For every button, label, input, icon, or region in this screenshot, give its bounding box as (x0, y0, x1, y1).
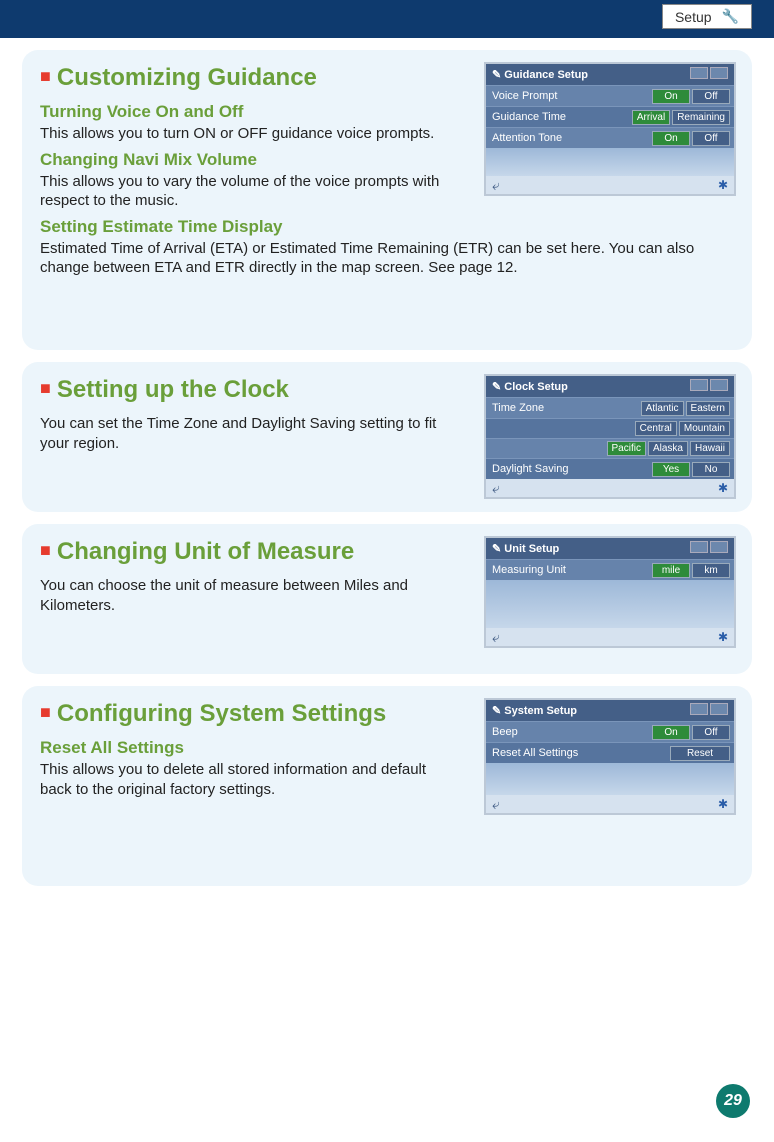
panel-title-text: Configuring System Settings (57, 700, 386, 727)
ss-footer: ⤶ ✱ (486, 628, 734, 646)
ss-option[interactable]: Eastern (686, 401, 730, 416)
body-text: You can choose the unit of measure betwe… (40, 576, 460, 615)
setup-tab[interactable]: Setup 🔧 (662, 4, 752, 29)
panel-title-text: Setting up the Clock (57, 376, 289, 403)
panel-title-text: Customizing Guidance (57, 64, 317, 91)
ss-header: ✎ System Setup (486, 700, 734, 721)
ss-option[interactable]: Off (692, 131, 730, 146)
ss-row: Central Mountain (486, 418, 734, 438)
bullet-icon: ■ (40, 378, 51, 398)
ss-label: Reset All Settings (490, 745, 668, 761)
body-text: This allows you to delete all stored inf… (40, 760, 460, 799)
bullet-icon: ■ (40, 702, 51, 722)
body-text: Estimated Time of Arrival (ETA) or Estim… (40, 239, 734, 278)
bluetooth-icon: ✱ (718, 630, 728, 644)
ss-label: Daylight Saving (490, 461, 650, 477)
ss-row: Daylight Saving Yes No (486, 458, 734, 479)
body-text: You can set the Time Zone and Daylight S… (40, 414, 460, 453)
ss-option[interactable]: mile (652, 563, 690, 578)
ss-label: Voice Prompt (490, 88, 650, 104)
screenshot-clock-setup: ✎ Clock Setup Time Zone Atlantic Eastern… (484, 374, 736, 499)
body-text: This allows you to vary the volume of th… (40, 172, 460, 211)
ss-title: ✎ Unit Setup (492, 542, 559, 555)
ss-label: Beep (490, 724, 650, 740)
panel-system: ■ Configuring System Settings Reset All S… (22, 686, 752, 886)
ss-option[interactable]: Arrival (632, 110, 670, 125)
bullet-icon: ■ (40, 66, 51, 86)
ss-label: Attention Tone (490, 130, 650, 146)
ss-option[interactable]: Central (635, 421, 677, 436)
bluetooth-icon: ✱ (718, 797, 728, 811)
ss-footer: ⤶ ✱ (486, 479, 734, 497)
ss-row: Guidance Time Arrival Remaining (486, 106, 734, 127)
ss-row: Reset All Settings Reset (486, 742, 734, 763)
panel-unit: ■ Changing Unit of Measure You can choose… (22, 524, 752, 674)
ss-option[interactable]: On (652, 131, 690, 146)
ss-option[interactable]: Yes (652, 462, 690, 477)
bullet-icon: ■ (40, 540, 51, 560)
panel-customizing-guidance: ■Customizing Guidance Turning Voice On a… (22, 50, 752, 350)
sub-title: Setting Estimate Time Display (40, 217, 734, 237)
ss-row: Pacific Alaska Hawaii (486, 438, 734, 458)
ss-option[interactable]: Alaska (648, 441, 688, 456)
bluetooth-icon: ✱ (718, 481, 728, 495)
ss-header-icons (688, 703, 728, 718)
ss-header: ✎ Clock Setup (486, 376, 734, 397)
ss-fill (486, 763, 734, 795)
ss-option[interactable]: km (692, 563, 730, 578)
bluetooth-icon: ✱ (718, 178, 728, 192)
ss-option[interactable]: Mountain (679, 421, 730, 436)
screenshot-guidance-setup: ✎ Guidance Setup Voice Prompt On Off Gui… (484, 62, 736, 196)
ss-footer: ⤶ ✱ (486, 176, 734, 194)
panel-clock: ■ Setting up the Clock You can set the Ti… (22, 362, 752, 512)
setup-tab-label: Setup (675, 9, 712, 25)
wrench-icon: 🔧 (722, 8, 739, 25)
back-icon[interactable]: ⤶ (492, 177, 500, 194)
ss-option[interactable]: Remaining (672, 110, 730, 125)
ss-header-icons (688, 379, 728, 394)
screenshot-system-setup: ✎ System Setup Beep On Off Reset All Set… (484, 698, 736, 815)
ss-footer: ⤶ ✱ (486, 795, 734, 813)
ss-fill (486, 148, 734, 176)
ss-option[interactable]: Hawaii (690, 441, 730, 456)
wrench-icon: ✎ (492, 705, 501, 717)
ss-row: Measuring Unit mile km (486, 559, 734, 580)
ss-label: Guidance Time (490, 109, 630, 125)
body-text: This allows you to turn ON or OFF guidan… (40, 124, 460, 144)
ss-label: Measuring Unit (490, 562, 650, 578)
screenshot-unit-setup: ✎ Unit Setup Measuring Unit mile km ⤶ ✱ (484, 536, 736, 648)
ss-header-icons (688, 67, 728, 82)
wrench-icon: ✎ (492, 543, 501, 555)
wrench-icon: ✎ (492, 381, 501, 393)
ss-option[interactable]: Off (692, 89, 730, 104)
ss-row: Time Zone Atlantic Eastern (486, 397, 734, 418)
ss-title: ✎ System Setup (492, 704, 577, 717)
ss-row: Voice Prompt On Off (486, 85, 734, 106)
ss-label: Time Zone (490, 400, 639, 416)
back-icon[interactable]: ⤶ (492, 629, 500, 646)
back-icon[interactable]: ⤶ (492, 796, 500, 813)
ss-row: Beep On Off (486, 721, 734, 742)
ss-option[interactable]: Reset (670, 746, 730, 761)
ss-row: Attention Tone On Off (486, 127, 734, 148)
ss-title: ✎ Guidance Setup (492, 68, 588, 81)
ss-option[interactable]: Off (692, 725, 730, 740)
ss-fill (486, 580, 734, 628)
ss-option[interactable]: On (652, 89, 690, 104)
ss-option[interactable]: No (692, 462, 730, 477)
ss-option[interactable]: Atlantic (641, 401, 684, 416)
top-bar: Setup 🔧 (0, 0, 774, 38)
ss-option[interactable]: On (652, 725, 690, 740)
back-icon[interactable]: ⤶ (492, 480, 500, 497)
wrench-icon: ✎ (492, 69, 501, 81)
ss-title: ✎ Clock Setup (492, 380, 568, 393)
ss-header: ✎ Unit Setup (486, 538, 734, 559)
panel-title-text: Changing Unit of Measure (57, 538, 354, 565)
ss-header: ✎ Guidance Setup (486, 64, 734, 85)
ss-header-icons (688, 541, 728, 556)
page-number: 29 (716, 1084, 750, 1118)
ss-option[interactable]: Pacific (607, 441, 646, 456)
